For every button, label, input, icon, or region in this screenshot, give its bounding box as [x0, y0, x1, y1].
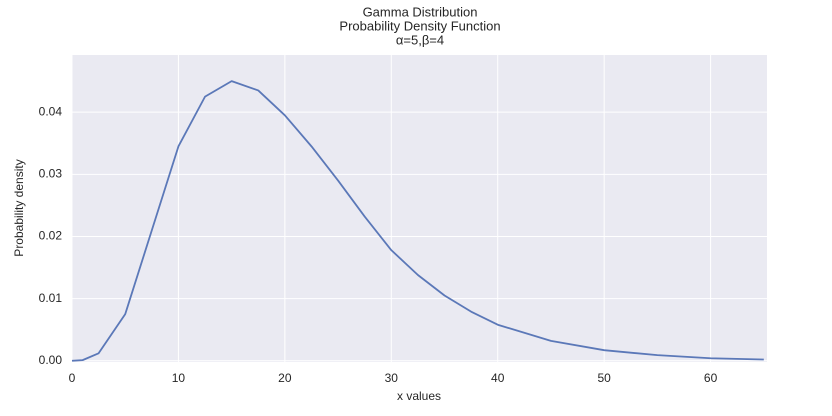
y-axis-label: Probability density: [12, 159, 26, 256]
chart-title: Gamma Distribution: [363, 4, 478, 19]
y-tick-label: 0.01: [39, 291, 63, 305]
y-tick-label: 0.00: [39, 353, 63, 367]
plot-area: [72, 55, 767, 362]
x-tick-label: 0: [69, 371, 76, 385]
x-tick-label: 20: [278, 371, 292, 385]
y-tick-label: 0.03: [39, 166, 63, 180]
x-tick-label: 60: [704, 371, 718, 385]
chart-params: α=5,β=4: [396, 32, 444, 47]
x-tick-label: 50: [597, 371, 611, 385]
x-tick-label: 30: [385, 371, 399, 385]
x-tick-label: 40: [491, 371, 505, 385]
chart-subtitle: Probability Density Function: [339, 18, 500, 33]
data-line: [71, 80, 764, 362]
x-axis-label: x values: [397, 389, 441, 403]
y-tick-label: 0.04: [39, 104, 63, 118]
y-tick-label: 0.02: [39, 229, 63, 243]
x-tick-label: 10: [172, 371, 186, 385]
